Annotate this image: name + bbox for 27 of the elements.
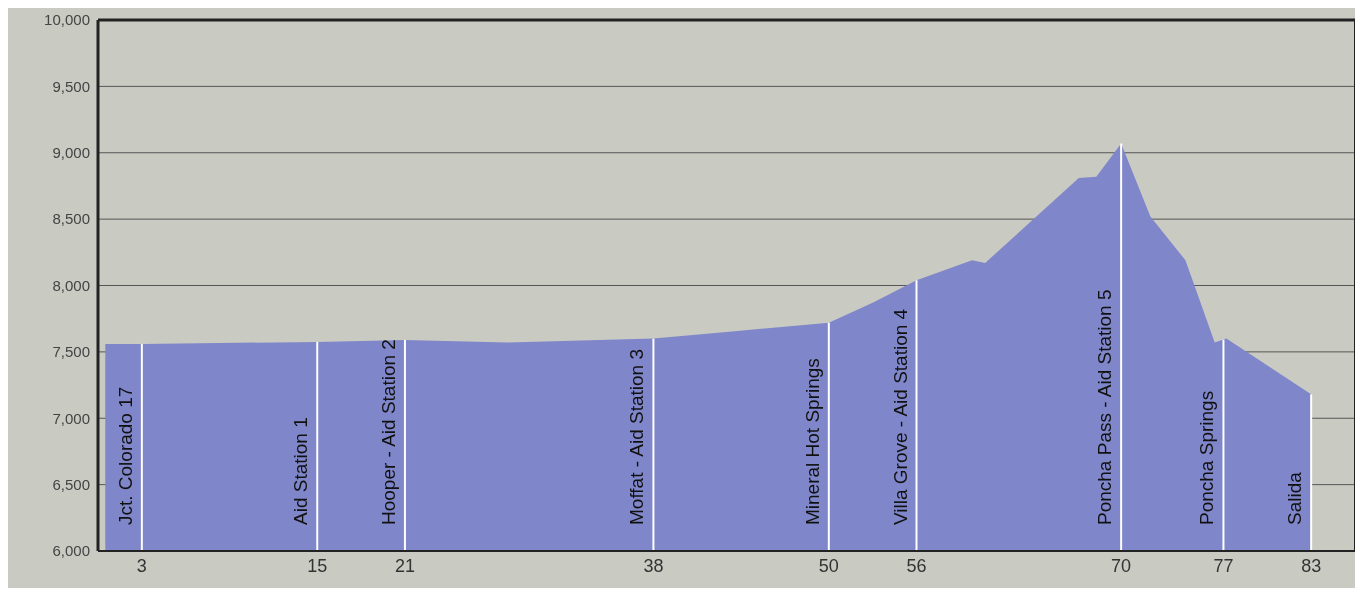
ref-line-label: Aid Station 1: [290, 417, 312, 525]
x-tick-label: 38: [643, 555, 664, 576]
ref-line-label: Salida: [1284, 471, 1306, 525]
x-tick-label: 77: [1213, 555, 1234, 576]
ref-line-label: Villa Grove - Aid Station 4: [889, 308, 911, 525]
ref-line-label: Poncha Pass - Aid Station 5: [1094, 289, 1116, 525]
x-tick-label: 21: [394, 555, 415, 576]
ref-line-label: Mineral Hot Springs: [801, 358, 823, 525]
y-tick-label: 7,000: [52, 409, 90, 427]
ref-line-label: Moffat - Aid Station 3: [626, 348, 648, 525]
x-tick-label: 56: [906, 555, 927, 576]
ref-line-label: Jct. Colorado 17: [114, 386, 136, 525]
y-tick-label: 8,000: [52, 276, 90, 294]
y-tick-label: 9,500: [52, 77, 90, 95]
x-tick-label: 83: [1301, 555, 1322, 576]
y-tick-label: 10,000: [44, 11, 90, 29]
y-tick-label: 9,000: [52, 144, 90, 162]
y-tick-label: 6,000: [52, 542, 90, 560]
y-tick-label: 7,500: [52, 343, 90, 361]
x-tick-label: 70: [1111, 555, 1132, 576]
y-tick-label: 8,500: [52, 210, 90, 228]
x-tick-label: 3: [136, 555, 147, 576]
ref-line-label: Poncha Springs: [1196, 390, 1218, 525]
x-tick-label: 15: [307, 555, 328, 576]
ref-line-label: Hooper - Aid Station 2: [377, 339, 399, 525]
y-tick-label: 6,500: [52, 475, 90, 493]
x-tick-label: 50: [818, 555, 839, 576]
